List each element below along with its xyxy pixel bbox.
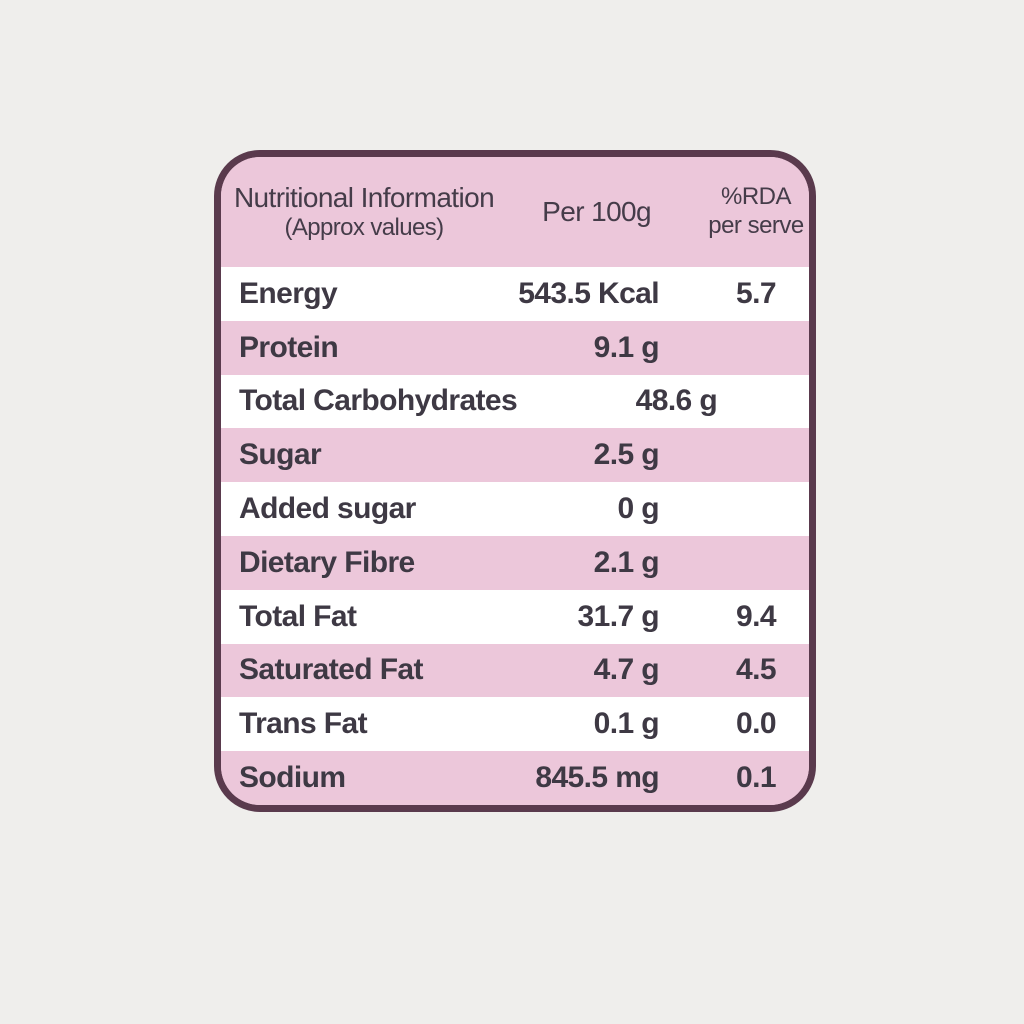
table-row: Trans Fat 0.1 g 0.0 [221, 697, 809, 752]
nutrient-rda-value: 4.5 [736, 653, 777, 687]
nutrient-value: 845.5 mg [535, 761, 659, 795]
rows-container: Energy 543.5 Kcal 5.7 Protein 9.1 g Tota… [221, 267, 809, 805]
table-row: Total Carbohydrates 48.6 g [221, 374, 809, 429]
nutrient-rda-value: 9.4 [736, 599, 777, 633]
table-row: Protein 9.1 g [221, 320, 809, 375]
table-row: Total Fat 31.7 g 9.4 [221, 589, 809, 644]
header-title: Nutritional Information [233, 182, 495, 214]
nutrient-rda-value: 5.7 [736, 276, 777, 310]
header-rda-line2: per serve [708, 212, 804, 239]
table-row: Sugar 2.5 g [221, 428, 809, 483]
nutrition-facts-card: Nutritional Information (Approx values) … [214, 150, 816, 812]
nutrient-rda-value: 0.1 [736, 761, 777, 795]
nutrient-label: Total Fat [239, 599, 357, 633]
nutrient-rda-value: 0.0 [736, 707, 777, 741]
nutrient-label: Dietary Fibre [239, 545, 415, 579]
nutrient-label: Energy [239, 276, 338, 310]
nutrient-value: 9.1 g [593, 330, 660, 364]
table-row: Saturated Fat 4.7 g 4.5 [221, 643, 809, 698]
nutrient-value: 0.1 g [593, 707, 660, 741]
header-label-column: Nutritional Information (Approx values) [221, 182, 501, 242]
nutrient-value: 4.7 g [593, 653, 660, 687]
table-row: Dietary Fibre 2.1 g [221, 535, 809, 590]
table-header: Nutritional Information (Approx values) … [221, 157, 809, 267]
header-rda-line1: %RDA [720, 183, 792, 211]
nutrient-value: 2.1 g [593, 545, 660, 579]
nutrient-label: Sodium [239, 761, 346, 795]
nutrient-value: 31.7 g [577, 599, 660, 633]
nutrient-value: 543.5 Kcal [518, 276, 659, 310]
table-row: Added sugar 0 g [221, 482, 809, 536]
nutrient-value: 2.5 g [593, 438, 660, 472]
nutrient-value: 0 g [617, 492, 659, 526]
table-row: Energy 543.5 Kcal 5.7 [221, 267, 809, 321]
nutrient-label: Protein [239, 330, 339, 364]
nutrient-label: Total Carbohydrates [239, 384, 518, 418]
nutrient-label: Saturated Fat [239, 653, 424, 687]
nutrient-label: Sugar [239, 438, 322, 472]
nutrient-label: Trans Fat [239, 707, 368, 741]
header-per-100g: Per 100g [542, 196, 651, 227]
table-row: Sodium 845.5 mg 0.1 [221, 751, 809, 805]
nutrient-value: 48.6 g [635, 384, 718, 418]
header-rda-per-serve: %RDA per serve [659, 183, 809, 241]
nutrient-label: Added sugar [239, 492, 416, 526]
header-subtitle: (Approx values) [284, 214, 444, 242]
